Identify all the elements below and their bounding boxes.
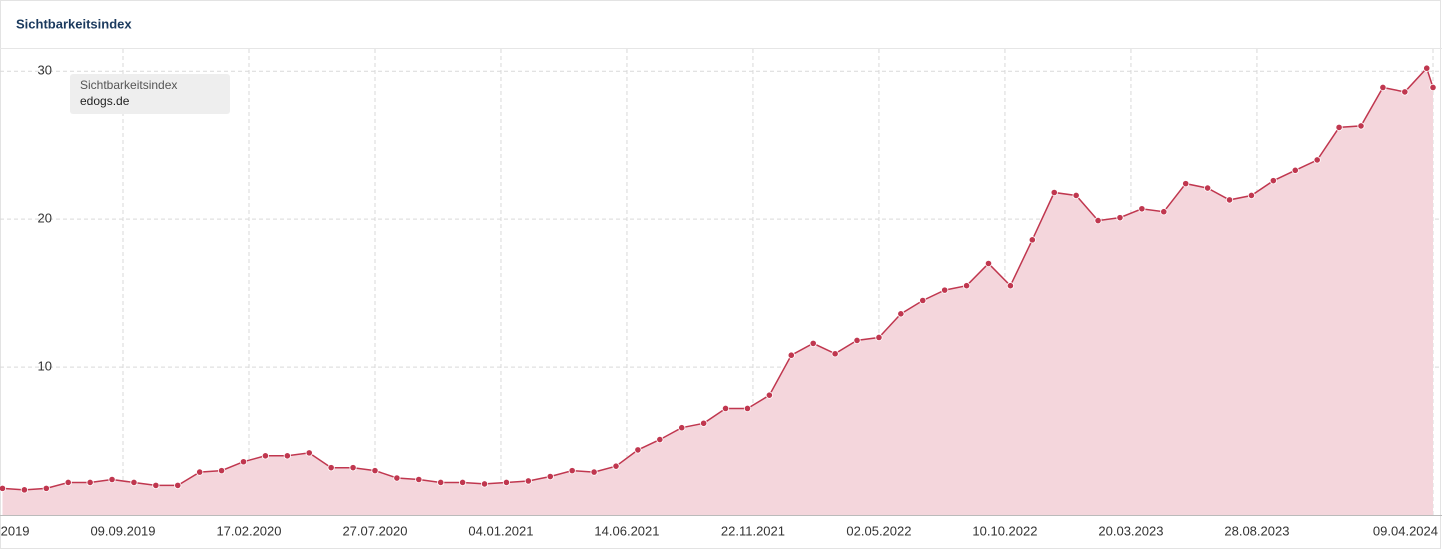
point [327,464,335,472]
point [919,296,927,305]
point [20,486,28,494]
point [1423,64,1431,72]
point [743,404,752,413]
point [86,478,94,487]
point [239,458,248,466]
point [174,481,182,490]
point [962,282,971,290]
x-tick-label: 22.11.2021 [721,523,785,538]
point [1160,208,1168,216]
point [524,477,532,485]
x-tick-label: 09.09.2019 [90,523,155,538]
y-tick-label: 10 [38,359,52,374]
x-tick-label: 04.01.2021 [468,523,533,538]
point [152,481,160,490]
point [1401,88,1409,96]
point [42,484,50,492]
point [568,467,576,475]
point [459,478,467,487]
point [765,391,773,399]
point [1313,156,1321,164]
point [108,475,116,484]
point [1006,282,1015,290]
point [217,467,226,475]
point [700,419,708,427]
x-tick-label: 09.04.2024 [1373,523,1438,538]
x-tick-label: 20.03.2023 [1098,523,1163,538]
point [656,435,664,444]
x-tick-label: 01.04.2019 [0,523,30,538]
point [1225,196,1234,204]
point [480,480,489,488]
point [371,467,379,475]
legend-entry: edogs.de [80,94,130,108]
x-tick-label: 14.06.2021 [594,523,659,538]
point [261,452,270,460]
chart-title: Sichtbarkeitsindex [16,16,132,31]
point [1247,191,1256,200]
point [305,449,313,457]
point [984,259,993,268]
point [349,464,357,472]
point [590,468,598,476]
point [1429,83,1437,92]
point [130,478,138,487]
area [2,68,1433,515]
point [1357,122,1365,130]
point [415,475,423,484]
point [546,472,554,481]
x-tick-label: 02.05.2022 [846,523,911,538]
point [0,484,7,492]
point [64,478,72,487]
point [787,351,795,359]
point [1138,205,1146,213]
point [1269,177,1277,185]
point [1116,214,1124,222]
point [809,339,817,347]
point [678,424,686,432]
x-tick-label: 17.02.2020 [216,523,281,538]
point [283,452,291,460]
point [196,468,204,476]
point [1335,123,1343,132]
legend [70,74,230,114]
legend-title: Sichtbarkeitsindex [80,78,177,92]
point [1072,191,1080,200]
point [1182,180,1190,188]
x-tick-label: 27.07.2020 [342,523,407,538]
point [831,350,839,358]
x-tick-label: 28.08.2023 [1224,523,1289,538]
point [1291,166,1299,174]
point [1204,184,1212,192]
point [1028,236,1036,244]
point [941,286,949,294]
point [875,333,883,342]
point [721,404,730,413]
y-tick-label: 20 [38,211,52,226]
point [502,478,511,487]
point [853,336,861,345]
point [612,462,620,470]
point [897,310,905,318]
x-tick-label: 10.10.2022 [972,523,1037,538]
y-tick-label: 30 [38,63,52,78]
point [634,446,642,454]
point [437,478,445,487]
point [1379,83,1387,92]
point [1094,217,1102,225]
point [1050,188,1058,197]
point [393,474,401,482]
